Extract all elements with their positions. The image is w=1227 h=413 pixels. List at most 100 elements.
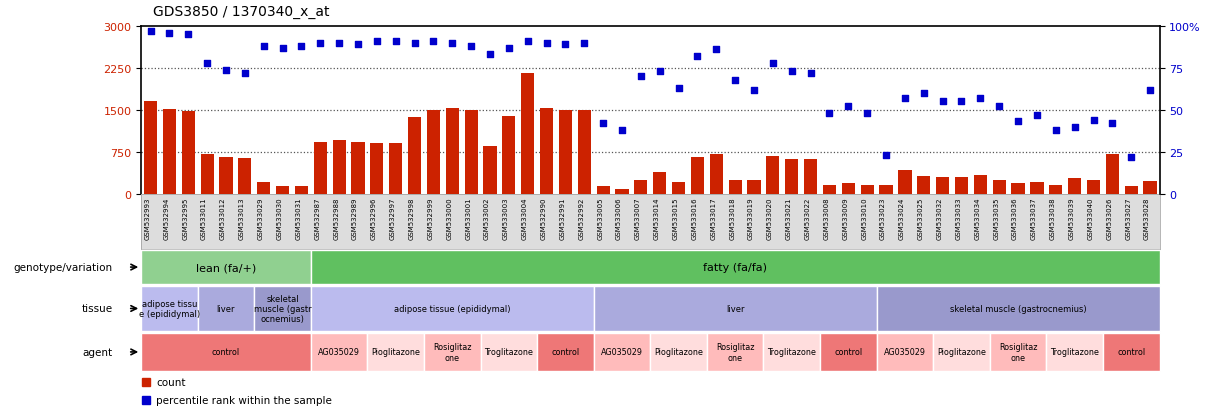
Text: control: control	[212, 348, 240, 356]
Point	[1083, 117, 1103, 124]
Text: liver: liver	[217, 304, 236, 313]
Bar	[333, 141, 346, 194]
Text: GSM532996: GSM532996	[371, 197, 377, 239]
Point	[1065, 124, 1085, 131]
Bar	[483, 147, 497, 194]
Text: Troglitazone: Troglitazone	[767, 348, 816, 356]
Bar	[1103, 333, 1160, 371]
Point	[1140, 87, 1160, 94]
Bar	[880, 185, 893, 194]
Bar	[917, 176, 930, 194]
Bar	[465, 110, 477, 194]
Bar	[767, 156, 779, 194]
Text: fatty (fa/fa): fatty (fa/fa)	[703, 262, 767, 273]
Bar	[1031, 183, 1043, 194]
Text: GSM532989: GSM532989	[352, 197, 358, 239]
Text: GSM533018: GSM533018	[729, 197, 735, 240]
Bar	[990, 333, 1047, 371]
Point	[518, 38, 537, 45]
Bar	[1067, 179, 1081, 194]
Text: GSM533028: GSM533028	[1144, 197, 1150, 239]
Bar	[141, 251, 310, 284]
Bar	[371, 144, 384, 194]
Bar	[934, 333, 990, 371]
Text: adipose tissu
e (epididymal): adipose tissu e (epididymal)	[139, 299, 200, 318]
Text: GSM533031: GSM533031	[296, 197, 302, 240]
Text: control: control	[1117, 348, 1145, 356]
Bar	[974, 176, 987, 194]
Text: GSM533016: GSM533016	[692, 197, 697, 240]
Bar	[707, 333, 763, 371]
Bar	[310, 251, 1160, 284]
Point	[763, 60, 783, 67]
Bar	[258, 183, 270, 194]
Text: GSM533007: GSM533007	[634, 197, 640, 240]
Point	[348, 42, 368, 49]
Point	[858, 111, 877, 117]
Bar	[445, 108, 459, 194]
Text: GSM533023: GSM533023	[880, 197, 886, 239]
Point	[292, 44, 312, 50]
Text: Troglitazone: Troglitazone	[485, 348, 534, 356]
Point	[725, 77, 745, 84]
Bar	[1106, 155, 1119, 194]
Text: GSM532998: GSM532998	[409, 197, 415, 239]
Text: lean (fa/+): lean (fa/+)	[196, 262, 256, 273]
Text: Rosiglitaz
one: Rosiglitaz one	[999, 342, 1037, 362]
Text: GSM533029: GSM533029	[258, 197, 264, 239]
Text: GSM533020: GSM533020	[767, 197, 773, 239]
Bar	[220, 158, 233, 194]
Bar	[842, 183, 855, 194]
Text: GSM533005: GSM533005	[598, 197, 604, 239]
Text: GSM533017: GSM533017	[710, 197, 717, 240]
Bar	[1049, 185, 1063, 194]
Bar	[537, 333, 594, 371]
Bar	[616, 190, 628, 194]
Bar	[407, 118, 421, 194]
Bar	[481, 333, 537, 371]
Bar	[427, 111, 440, 194]
Text: Pioglitazone: Pioglitazone	[654, 348, 703, 356]
Bar	[691, 158, 704, 194]
Text: GSM532993: GSM532993	[145, 197, 151, 239]
Point	[989, 104, 1009, 110]
Text: GSM532988: GSM532988	[333, 197, 339, 239]
Point	[556, 42, 575, 49]
Text: percentile rank within the sample: percentile rank within the sample	[156, 394, 333, 405]
Bar	[596, 187, 610, 194]
Point	[914, 90, 934, 97]
Point	[367, 38, 387, 45]
Text: AG035029: AG035029	[318, 348, 361, 356]
Point	[745, 87, 764, 94]
Text: GSM533030: GSM533030	[276, 197, 282, 240]
Bar	[198, 286, 254, 332]
Bar	[521, 74, 534, 194]
Bar	[1011, 183, 1025, 194]
Text: GSM532997: GSM532997	[390, 197, 395, 239]
Text: GSM533006: GSM533006	[616, 197, 622, 240]
Text: GSM532990: GSM532990	[541, 197, 546, 239]
Point	[310, 40, 330, 47]
Text: control: control	[834, 348, 863, 356]
Point	[933, 99, 952, 105]
Bar	[594, 333, 650, 371]
Bar	[314, 143, 326, 194]
Text: GSM533010: GSM533010	[861, 197, 867, 240]
Bar	[709, 154, 723, 194]
Bar	[502, 117, 515, 194]
Text: GSM533039: GSM533039	[1069, 197, 1075, 240]
Bar	[425, 333, 481, 371]
Bar	[747, 181, 761, 194]
Point	[480, 52, 499, 59]
Text: GSM533025: GSM533025	[918, 197, 924, 239]
Text: GSM533011: GSM533011	[201, 197, 207, 240]
Text: GSM533037: GSM533037	[1031, 197, 1037, 240]
Point	[612, 127, 632, 134]
Point	[1121, 154, 1141, 161]
Bar	[634, 181, 648, 194]
Bar	[785, 159, 799, 194]
Text: GSM533024: GSM533024	[899, 197, 904, 239]
Text: GSM533019: GSM533019	[748, 197, 755, 240]
Point	[178, 32, 198, 38]
Text: GSM533008: GSM533008	[823, 197, 829, 240]
